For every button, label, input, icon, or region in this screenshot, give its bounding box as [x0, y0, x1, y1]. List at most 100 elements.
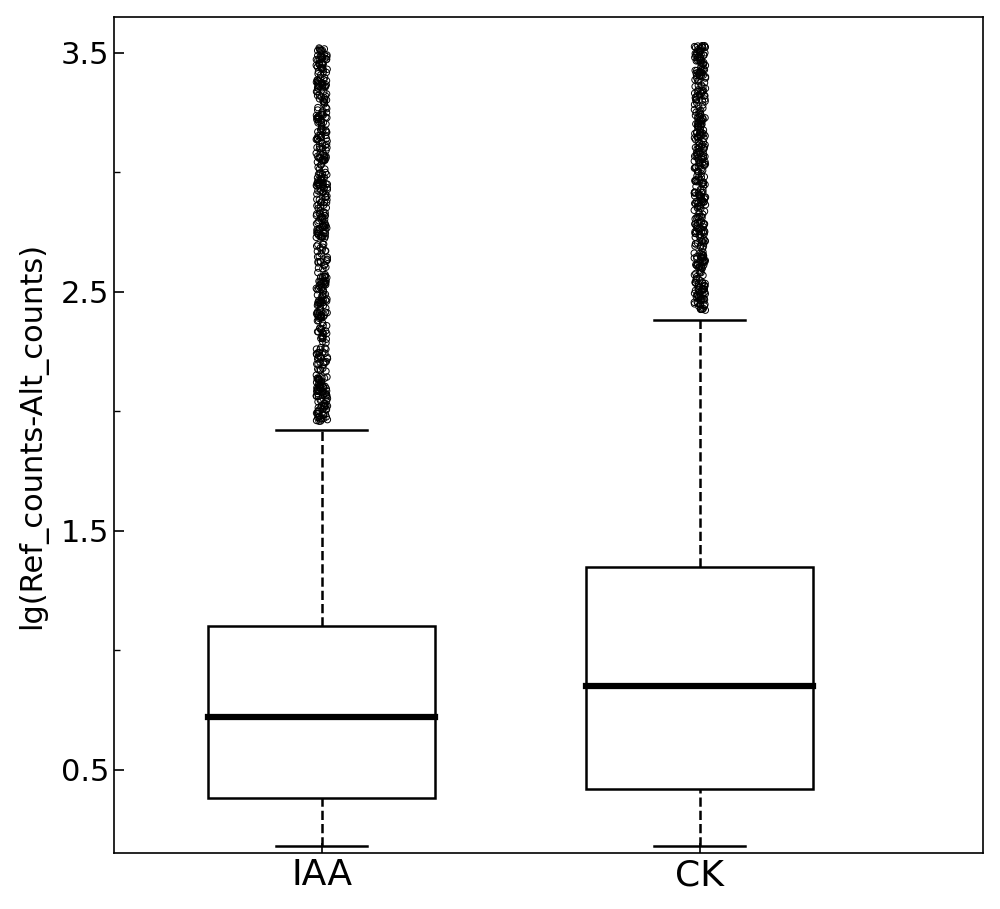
Point	[316, 153, 332, 167]
Point	[311, 175, 327, 190]
Point	[317, 89, 333, 104]
Point	[314, 81, 330, 95]
Point	[315, 211, 331, 225]
Point	[311, 363, 327, 377]
Point	[311, 193, 327, 207]
Point	[689, 64, 705, 78]
Point	[692, 123, 708, 137]
Point	[308, 342, 324, 356]
Point	[688, 93, 704, 107]
Point	[693, 258, 709, 273]
Point	[310, 404, 326, 418]
Point	[313, 184, 329, 198]
Point	[308, 53, 324, 67]
Point	[308, 108, 324, 123]
Point	[310, 184, 326, 198]
Point	[696, 131, 712, 145]
Point	[691, 99, 707, 114]
Point	[319, 193, 335, 207]
Point	[690, 195, 706, 210]
Point	[691, 280, 707, 295]
Point	[688, 174, 704, 188]
Point	[692, 68, 708, 83]
Point	[312, 55, 328, 70]
Point	[689, 71, 705, 85]
Point	[691, 155, 707, 170]
Point	[310, 103, 326, 117]
Point	[314, 325, 330, 340]
Point	[694, 39, 710, 54]
Point	[315, 185, 331, 200]
Point	[311, 293, 327, 307]
Point	[315, 284, 331, 298]
Point	[311, 305, 327, 320]
Point	[692, 129, 708, 144]
Point	[695, 247, 711, 262]
Point	[309, 224, 325, 238]
Point	[695, 234, 711, 248]
Point	[688, 54, 704, 68]
Point	[312, 185, 328, 199]
Point	[311, 222, 327, 236]
Point	[317, 341, 333, 355]
Point	[313, 374, 329, 388]
Point	[319, 388, 335, 403]
Point	[697, 276, 713, 291]
Point	[317, 165, 333, 180]
Point	[315, 179, 331, 194]
Point	[309, 245, 325, 259]
Point	[686, 251, 702, 265]
Point	[317, 406, 333, 421]
Point	[308, 389, 324, 404]
Point	[697, 234, 713, 248]
Point	[686, 161, 702, 175]
Point	[693, 240, 709, 255]
Point	[691, 199, 707, 214]
Point	[688, 40, 704, 55]
Point	[311, 403, 327, 417]
Point	[692, 45, 708, 60]
Point	[693, 44, 709, 58]
Point	[312, 295, 328, 310]
Point	[689, 45, 705, 60]
Point	[313, 130, 329, 145]
Point	[693, 112, 709, 126]
Point	[694, 93, 710, 107]
Point	[313, 49, 329, 64]
Point	[316, 308, 332, 323]
Point	[313, 172, 329, 186]
Point	[316, 386, 332, 401]
Point	[309, 414, 325, 428]
Point	[310, 171, 326, 185]
Point	[317, 226, 333, 241]
Point	[309, 111, 325, 125]
Point	[695, 276, 711, 291]
Point	[311, 309, 327, 324]
Point	[318, 277, 334, 292]
Point	[316, 411, 332, 425]
Point	[319, 86, 335, 101]
Point	[310, 100, 326, 115]
Point	[692, 88, 708, 103]
Point	[317, 138, 333, 153]
Point	[311, 282, 327, 296]
Point	[693, 53, 709, 67]
Point	[696, 192, 712, 206]
Point	[313, 340, 329, 355]
Point	[308, 178, 324, 193]
Point	[310, 255, 326, 270]
Point	[689, 201, 705, 215]
Point	[693, 47, 709, 62]
Point	[313, 199, 329, 214]
Point	[689, 95, 705, 110]
Point	[311, 345, 327, 360]
Point	[695, 255, 711, 270]
Point	[319, 413, 335, 427]
Point	[695, 68, 711, 83]
Point	[688, 46, 704, 61]
Point	[693, 103, 709, 117]
Point	[316, 258, 332, 273]
Point	[308, 388, 324, 403]
Point	[697, 204, 713, 218]
Point	[315, 284, 331, 298]
